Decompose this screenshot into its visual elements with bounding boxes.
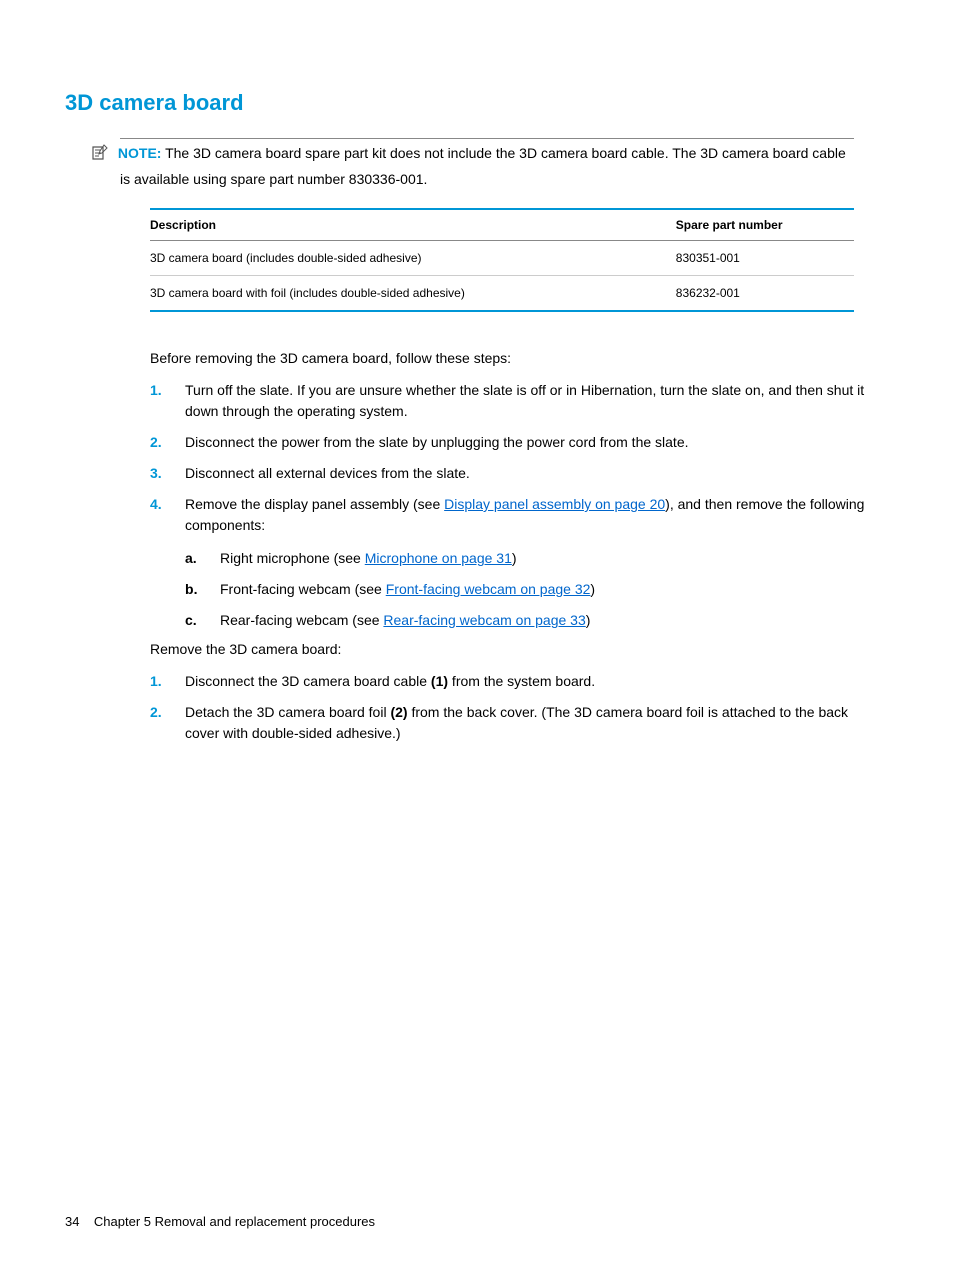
display-panel-link[interactable]: Display panel assembly on page 20 — [444, 496, 665, 512]
sub-text-post: ) — [512, 550, 517, 566]
note-text: The 3D camera board spare part kit does … — [120, 145, 846, 187]
list-item: Disconnect the 3D camera board cable (1)… — [150, 671, 879, 692]
list-item: Turn off the slate. If you are unsure wh… — [150, 380, 879, 422]
sub-text-pre: Right microphone (see — [220, 550, 365, 566]
list-item: Disconnect all external devices from the… — [150, 463, 879, 484]
table-header-spare-part: Spare part number — [676, 209, 854, 241]
step-marker: (1) — [431, 673, 448, 689]
note-icon — [90, 143, 112, 169]
list-item: Disconnect the power from the slate by u… — [150, 432, 879, 453]
front-webcam-link[interactable]: Front-facing webcam on page 32 — [386, 581, 591, 597]
sub-list-item: Right microphone (see Microphone on page… — [185, 548, 879, 569]
prep-steps-list: Turn off the slate. If you are unsure wh… — [150, 380, 879, 631]
list-item: Remove the display panel assembly (see D… — [150, 494, 879, 631]
step-marker: (2) — [390, 704, 407, 720]
intro-text-before-removing: Before removing the 3D camera board, fol… — [150, 350, 879, 366]
table-cell-spare-part: 830351-001 — [676, 241, 854, 276]
intro-text-remove-board: Remove the 3D camera board: — [150, 641, 879, 657]
parts-table: Description Spare part number 3D camera … — [150, 208, 854, 312]
table-cell-description: 3D camera board with foil (includes doub… — [150, 276, 676, 312]
rear-webcam-link[interactable]: Rear-facing webcam on page 33 — [383, 612, 585, 628]
table-row: 3D camera board with foil (includes doub… — [150, 276, 854, 312]
step-text-pre: Remove the display panel assembly (see — [185, 496, 444, 512]
page-footer: 34 Chapter 5 Removal and replacement pro… — [65, 1214, 375, 1229]
step-text-post: from the system board. — [448, 673, 595, 689]
sub-list-item: Rear-facing webcam (see Rear-facing webc… — [185, 610, 879, 631]
note-block: NOTE: The 3D camera board spare part kit… — [120, 138, 854, 190]
sub-text-post: ) — [590, 581, 595, 597]
note-label: NOTE: — [118, 145, 162, 161]
step-text-pre: Detach the 3D camera board foil — [185, 704, 390, 720]
sub-list-item: Front-facing webcam (see Front-facing we… — [185, 579, 879, 600]
table-cell-spare-part: 836232-001 — [676, 276, 854, 312]
sub-text-pre: Rear-facing webcam (see — [220, 612, 383, 628]
table-header-description: Description — [150, 209, 676, 241]
page-number: 34 — [65, 1214, 79, 1229]
list-item: Detach the 3D camera board foil (2) from… — [150, 702, 879, 744]
step-text-pre: Disconnect the 3D camera board cable — [185, 673, 431, 689]
remove-steps-list: Disconnect the 3D camera board cable (1)… — [150, 671, 879, 744]
section-title: 3D camera board — [65, 90, 879, 116]
sub-text-pre: Front-facing webcam (see — [220, 581, 386, 597]
sub-steps-list: Right microphone (see Microphone on page… — [185, 548, 879, 631]
table-row: 3D camera board (includes double-sided a… — [150, 241, 854, 276]
sub-text-post: ) — [586, 612, 591, 628]
table-cell-description: 3D camera board (includes double-sided a… — [150, 241, 676, 276]
chapter-title: Chapter 5 Removal and replacement proced… — [94, 1214, 375, 1229]
microphone-link[interactable]: Microphone on page 31 — [365, 550, 512, 566]
